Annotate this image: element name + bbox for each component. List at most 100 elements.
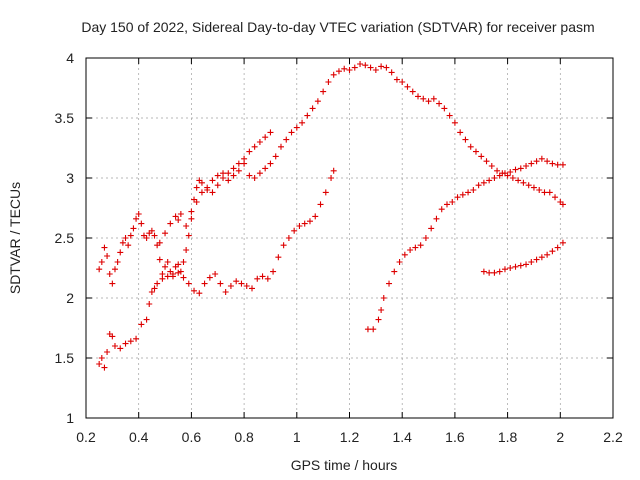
data-point [280, 242, 287, 249]
y-tick-label: 3 [66, 170, 74, 186]
data-points [96, 61, 566, 371]
data-point [209, 177, 216, 184]
data-point [270, 268, 277, 275]
data-point [262, 165, 269, 172]
data-point [225, 177, 232, 184]
data-point [114, 259, 121, 265]
data-point [256, 170, 263, 177]
data-point [167, 268, 174, 275]
data-point [288, 129, 295, 136]
x-tick-label: 0.6 [182, 429, 202, 445]
data-point [283, 136, 290, 143]
data-point [559, 161, 566, 168]
data-point [275, 254, 282, 261]
x-tick-label: 1.4 [392, 429, 412, 445]
data-point [191, 287, 198, 294]
x-tick-label: 1.8 [498, 429, 518, 445]
data-point [494, 167, 501, 174]
data-point [491, 175, 498, 181]
data-point [325, 79, 332, 85]
data-point [480, 179, 487, 186]
data-point [272, 153, 279, 160]
data-point [375, 316, 382, 323]
x-tick-label: 0.4 [129, 429, 149, 445]
data-point [285, 235, 292, 241]
data-point [122, 340, 129, 347]
data-point [185, 232, 192, 239]
y-tick-label: 2.5 [55, 230, 75, 246]
data-point [449, 199, 456, 205]
data-point [475, 182, 482, 189]
y-tick-label: 4 [66, 50, 74, 66]
data-point [117, 249, 124, 256]
data-point [291, 227, 298, 234]
data-point [101, 244, 108, 251]
data-point [301, 220, 308, 227]
x-tick-label: 2.2 [603, 429, 623, 445]
data-point [304, 112, 311, 119]
data-point [159, 271, 166, 277]
data-point [507, 169, 514, 175]
x-tick-label: 0.2 [76, 429, 96, 445]
data-point [357, 61, 364, 67]
data-point [507, 265, 514, 271]
data-point [430, 95, 437, 102]
data-point [183, 223, 190, 229]
data-point [559, 239, 566, 246]
data-point [488, 163, 495, 169]
data-point [538, 254, 545, 261]
data-point [193, 184, 200, 191]
data-point [320, 88, 327, 95]
data-point [185, 280, 192, 287]
data-point [135, 211, 142, 217]
data-point [151, 232, 158, 239]
data-point [362, 62, 369, 69]
data-point [393, 76, 400, 83]
data-point [96, 361, 103, 367]
data-point [151, 285, 158, 292]
data-point [196, 290, 203, 297]
data-point [177, 268, 184, 275]
data-point [370, 326, 377, 333]
data-point [517, 262, 524, 269]
data-point [251, 143, 258, 150]
data-point [404, 83, 411, 90]
data-point [415, 93, 422, 100]
data-point [183, 247, 190, 253]
data-point [127, 338, 134, 345]
data-point [214, 182, 221, 189]
data-point [238, 280, 245, 287]
data-point [512, 166, 519, 173]
data-point [169, 273, 176, 280]
axis-ticks: 0.2 0.4 0.6 0.8 1 1.2 1.4 1.6 1.8 2 2.2 1 1.5 2 2.5 3 3.… [55, 50, 623, 445]
data-point [428, 225, 435, 232]
data-point [156, 239, 163, 246]
x-tick-label: 2 [556, 429, 564, 445]
data-point [188, 208, 195, 215]
data-point [146, 301, 153, 307]
data-point [478, 153, 485, 160]
data-point [454, 194, 461, 201]
data-point [317, 201, 324, 208]
data-point [143, 316, 150, 323]
data-point [517, 165, 524, 172]
data-point [533, 158, 540, 165]
data-point [314, 98, 321, 105]
data-point [483, 158, 490, 165]
data-point [491, 269, 498, 276]
data-point [235, 167, 242, 174]
data-point [217, 280, 224, 287]
data-point [457, 129, 464, 136]
data-point [156, 256, 163, 263]
data-point [98, 355, 105, 361]
data-point [180, 259, 187, 265]
data-point [391, 268, 398, 275]
data-point [264, 275, 271, 282]
data-point [246, 148, 253, 155]
data-point [109, 280, 116, 287]
data-point [383, 64, 390, 71]
data-point [175, 261, 182, 268]
data-point [541, 189, 548, 196]
data-point [251, 175, 258, 181]
